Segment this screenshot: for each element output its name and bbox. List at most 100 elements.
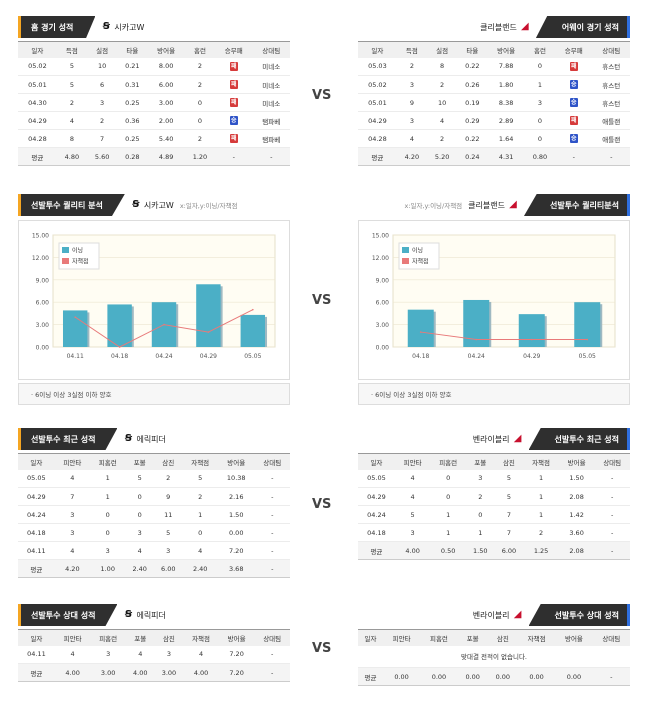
table-cell: 11 [153,505,183,524]
table-cell: 0 [430,469,466,488]
table-cell: 04.24 [358,505,395,524]
column-header: 방어율 [558,453,595,470]
table-cell: 04.30 [18,93,57,112]
table-cell: 04.18 [18,523,55,542]
home-pitcher-recent-table: 일자 피안타 피홈런 포볼 삼진 자책점 방어율 상대팀 05.05 4 1 5 2 5 10.38-04.… [18,453,290,578]
column-header: 일자 [18,41,57,58]
result-badge: 승 [569,98,578,107]
vs-label-1: VS [312,88,332,103]
column-header: 삼진 [154,629,184,646]
column-header: 일자 [18,453,55,470]
away-quality-panel: x:일자,y:이닝/자책점 클리블랜드 ◢ 선발투수 퀄리티분석 0.00 3.00… [358,194,630,405]
away-pitcher-vs-panel: 벤라이블리 ◢ 선발투수 상대 성적 일자 피안타 피홈런 포볼 삼진 자책점 방어율 상대팀 맞… [358,604,630,686]
table-row: 04.29 4 0 2 5 1 2.08- [358,487,630,506]
table-cell: 7 [87,129,118,148]
white-sox-logo-icon: Ꞩ [132,199,140,210]
table-cell: 05.05 [18,469,55,488]
table-cell: 4 [394,487,431,506]
table-cell: 2 [427,129,458,148]
average-cell: 7.20 [218,663,255,682]
table-cell: 패 [215,93,253,112]
legend-er-label: 자책점 [72,258,89,266]
table-cell: 0.26 [457,75,488,94]
home-pitcher-vs-panel: 선발투수 상대 성적 Ꞩ 에릭피더 일자 피안타 피홈런 포볼 삼진 자책점 방어율 상대팀 04… [18,604,290,682]
column-header: 일자 [358,453,395,470]
earned-runs-point [163,323,165,326]
table-cell: - [254,523,290,542]
away-pitcher-vs-title: 선발투수 상대 성적 [528,604,630,626]
table-cell: 승 [555,93,593,112]
average-cell: - [592,147,630,166]
x-tick-label: 04.18 [412,353,429,360]
table-cell: 8.38 [487,93,525,112]
table-cell: 애틀랜 [592,129,630,148]
home-team-label: Ꞩ 시카고W [102,21,145,32]
innings-bar [407,309,434,347]
innings-bar [240,314,266,347]
average-cell: 평균 [358,667,383,686]
y-tick-label: 12.00 [372,255,389,262]
home-record-table: 일자 득점 실점 타율 방어율 홈런 승무패 상대팀 05.02 5 10 0.21 8.00 2 패 미네소… [18,41,290,166]
column-header: 방어율 [147,41,185,58]
table-cell: 5 [125,469,154,488]
table-cell: 04.28 [18,129,57,148]
column-header: 피안타 [382,629,421,646]
average-row: 평균 4.00 3.00 4.00 3.00 4.00 7.20- [18,663,290,682]
table-cell: 3 [524,93,556,112]
table-cell: 2 [465,487,495,506]
average-cell: 0.50 [430,541,466,560]
table-cell: 3 [125,523,154,542]
table-cell: 04.11 [18,541,55,560]
home-pitcher-vs-title: 선발투수 상대 성적 [18,604,118,626]
table-cell: 1 [465,523,495,542]
average-cell: 평균 [18,147,57,166]
average-cell: 평균 [358,541,395,560]
home-quality-chart: 0.00 3.00 6.00 9.00 12.00 15.00 04.11 04.18 04.2… [18,220,290,380]
table-cell: 05.02 [18,57,57,76]
column-header: 실점 [87,41,118,58]
table-cell: 2 [184,57,216,76]
y-tick-label: 9.00 [36,277,50,284]
column-header: 홈런 [524,41,556,58]
away-quality-title: 선발투수 퀄리티분석 [523,194,630,216]
table-cell: 1 [90,469,126,488]
result-badge: 승 [229,116,238,125]
column-header: 승무패 [555,41,593,58]
table-cell: 10 [427,93,458,112]
home-team-label-2: Ꞩ 시카고W [132,199,174,210]
average-cell: 4.00 [183,663,219,682]
average-cell: 0.00 [517,667,556,686]
table-cell: 5 [56,75,88,94]
y-tick-label: 0.00 [36,345,50,352]
table-cell: 1 [524,75,556,94]
table-cell: 2 [396,57,428,76]
guardians-logo-icon: ◢ [521,21,529,32]
average-cell: - [592,667,630,686]
table-cell: 0.29 [457,111,488,130]
home-record-panel: 홈 경기 성적 Ꞩ 시카고W 일자 득점 실점 타율 방어율 홈런 승무패 상대팀 05.02 5 1… [18,16,290,166]
table-cell: 승 [215,111,253,130]
column-header: 상대팀 [252,41,290,58]
column-header: 득점 [396,41,428,58]
table-cell: - [594,505,630,524]
average-cell: 3.00 [154,663,184,682]
column-header: 자책점 [523,453,559,470]
table-cell: 04.18 [358,523,395,542]
result-badge: 승 [569,134,578,143]
table-cell: - [594,487,630,506]
table-cell: 미네소 [252,75,290,94]
average-cell: 0.00 [420,667,458,686]
column-header: 피안타 [54,629,91,646]
column-header: 상대팀 [254,453,290,470]
away-team-label: 클리블랜드 ◢ [480,21,529,32]
y-tick-label: 6.00 [376,300,390,307]
table-cell: 0 [524,129,556,148]
table-cell: 3 [396,111,428,130]
x-tick-label: 04.11 [67,353,84,360]
average-cell: 2.08 [558,541,595,560]
result-badge: 패 [569,61,578,71]
vs-label-4: VS [312,641,332,656]
average-cell: 0.00 [382,667,421,686]
column-header: 일자 [18,629,55,646]
average-cell: 2.40 [182,559,218,578]
